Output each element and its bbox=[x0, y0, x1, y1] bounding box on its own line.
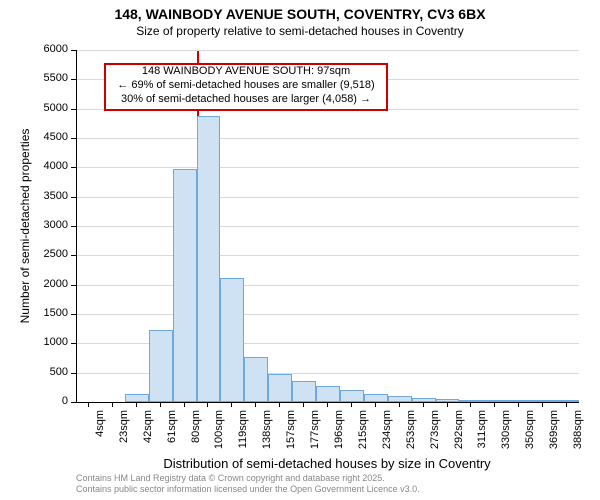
y-tick-label: 2500 bbox=[32, 248, 68, 260]
x-tick-label: 215sqm bbox=[357, 410, 369, 470]
x-tick bbox=[375, 402, 376, 407]
x-tick-label: 157sqm bbox=[285, 410, 297, 470]
x-tick-label: 61sqm bbox=[166, 410, 178, 470]
chart-container: { "chart": { "type": "histogram", "canva… bbox=[0, 0, 600, 500]
y-tick-label: 6000 bbox=[32, 43, 68, 55]
x-tick-label: 119sqm bbox=[237, 410, 249, 470]
x-tick bbox=[279, 402, 280, 407]
histogram-bar bbox=[244, 357, 268, 402]
y-tick bbox=[71, 50, 76, 51]
chart-title: 148, WAINBODY AVENUE SOUTH, COVENTRY, CV… bbox=[0, 6, 600, 22]
histogram-bar bbox=[173, 169, 197, 402]
y-tick-label: 2000 bbox=[32, 278, 68, 290]
histogram-bar bbox=[268, 374, 292, 402]
x-tick-label: 4sqm bbox=[94, 410, 106, 470]
x-tick bbox=[423, 402, 424, 407]
y-tick-label: 0 bbox=[32, 395, 68, 407]
x-tick bbox=[351, 402, 352, 407]
y-tick-label: 4000 bbox=[32, 160, 68, 172]
x-tick-label: 292sqm bbox=[453, 410, 465, 470]
y-tick-label: 5500 bbox=[32, 72, 68, 84]
x-tick-label: 253sqm bbox=[405, 410, 417, 470]
x-tick bbox=[399, 402, 400, 407]
y-tick bbox=[71, 314, 76, 315]
x-tick bbox=[160, 402, 161, 407]
y-tick bbox=[71, 226, 76, 227]
gridline bbox=[77, 255, 579, 256]
x-tick-label: 350sqm bbox=[524, 410, 536, 470]
x-tick-label: 273sqm bbox=[429, 410, 441, 470]
histogram-bar bbox=[340, 390, 364, 402]
gridline bbox=[77, 197, 579, 198]
histogram-bar bbox=[149, 330, 173, 402]
callout-box: 148 WAINBODY AVENUE SOUTH: 97sqm ← 69% o… bbox=[104, 63, 388, 111]
y-tick-label: 1000 bbox=[32, 336, 68, 348]
y-tick bbox=[71, 197, 76, 198]
x-tick bbox=[542, 402, 543, 407]
y-axis-label: Number of semi-detached properties bbox=[18, 50, 32, 402]
x-tick-label: 311sqm bbox=[476, 410, 488, 470]
x-tick bbox=[494, 402, 495, 407]
gridline bbox=[77, 226, 579, 227]
y-tick bbox=[71, 402, 76, 403]
y-tick-label: 3500 bbox=[32, 190, 68, 202]
chart-subtitle: Size of property relative to semi-detach… bbox=[0, 24, 600, 38]
x-tick bbox=[470, 402, 471, 407]
x-tick bbox=[447, 402, 448, 407]
attribution: Contains HM Land Registry data © Crown c… bbox=[76, 473, 420, 495]
y-tick bbox=[71, 79, 76, 80]
callout-line-2: ← 69% of semi-detached houses are smalle… bbox=[106, 79, 386, 93]
x-tick-label: 177sqm bbox=[309, 410, 321, 470]
y-tick bbox=[71, 167, 76, 168]
x-tick-label: 100sqm bbox=[213, 410, 225, 470]
gridline bbox=[77, 285, 579, 286]
x-tick-label: 234sqm bbox=[381, 410, 393, 470]
x-tick-label: 23sqm bbox=[118, 410, 130, 470]
x-tick-label: 80sqm bbox=[190, 410, 202, 470]
y-tick bbox=[71, 343, 76, 344]
attribution-line-1: Contains HM Land Registry data © Crown c… bbox=[76, 473, 420, 484]
histogram-bar bbox=[220, 278, 244, 402]
gridline bbox=[77, 138, 579, 139]
y-tick bbox=[71, 255, 76, 256]
y-tick bbox=[71, 373, 76, 374]
gridline bbox=[77, 50, 579, 51]
y-tick bbox=[71, 109, 76, 110]
x-tick-label: 196sqm bbox=[333, 410, 345, 470]
x-tick-label: 330sqm bbox=[500, 410, 512, 470]
attribution-line-2: Contains public sector information licen… bbox=[76, 484, 420, 495]
x-tick bbox=[327, 402, 328, 407]
y-tick-label: 5000 bbox=[32, 102, 68, 114]
x-tick bbox=[207, 402, 208, 407]
y-tick-label: 500 bbox=[32, 366, 68, 378]
x-tick bbox=[231, 402, 232, 407]
x-tick bbox=[518, 402, 519, 407]
histogram-bar bbox=[364, 394, 388, 402]
y-tick-label: 3000 bbox=[32, 219, 68, 231]
y-tick-label: 4500 bbox=[32, 131, 68, 143]
callout-line-3: 30% of semi-detached houses are larger (… bbox=[106, 93, 386, 107]
x-tick-label: 138sqm bbox=[261, 410, 273, 470]
x-tick bbox=[88, 402, 89, 407]
histogram-bar bbox=[197, 116, 221, 402]
x-tick-label: 42sqm bbox=[142, 410, 154, 470]
y-tick bbox=[71, 285, 76, 286]
gridline bbox=[77, 167, 579, 168]
histogram-bar bbox=[292, 381, 316, 402]
y-tick-label: 1500 bbox=[32, 307, 68, 319]
x-tick-label: 388sqm bbox=[572, 410, 584, 470]
callout-line-1: 148 WAINBODY AVENUE SOUTH: 97sqm bbox=[106, 65, 386, 79]
x-tick bbox=[184, 402, 185, 407]
histogram-bar bbox=[125, 394, 149, 402]
x-tick bbox=[136, 402, 137, 407]
x-tick bbox=[566, 402, 567, 407]
x-tick bbox=[112, 402, 113, 407]
x-tick bbox=[255, 402, 256, 407]
y-tick bbox=[71, 138, 76, 139]
x-tick-label: 369sqm bbox=[548, 410, 560, 470]
histogram-bar bbox=[316, 386, 340, 402]
x-tick bbox=[303, 402, 304, 407]
gridline bbox=[77, 314, 579, 315]
